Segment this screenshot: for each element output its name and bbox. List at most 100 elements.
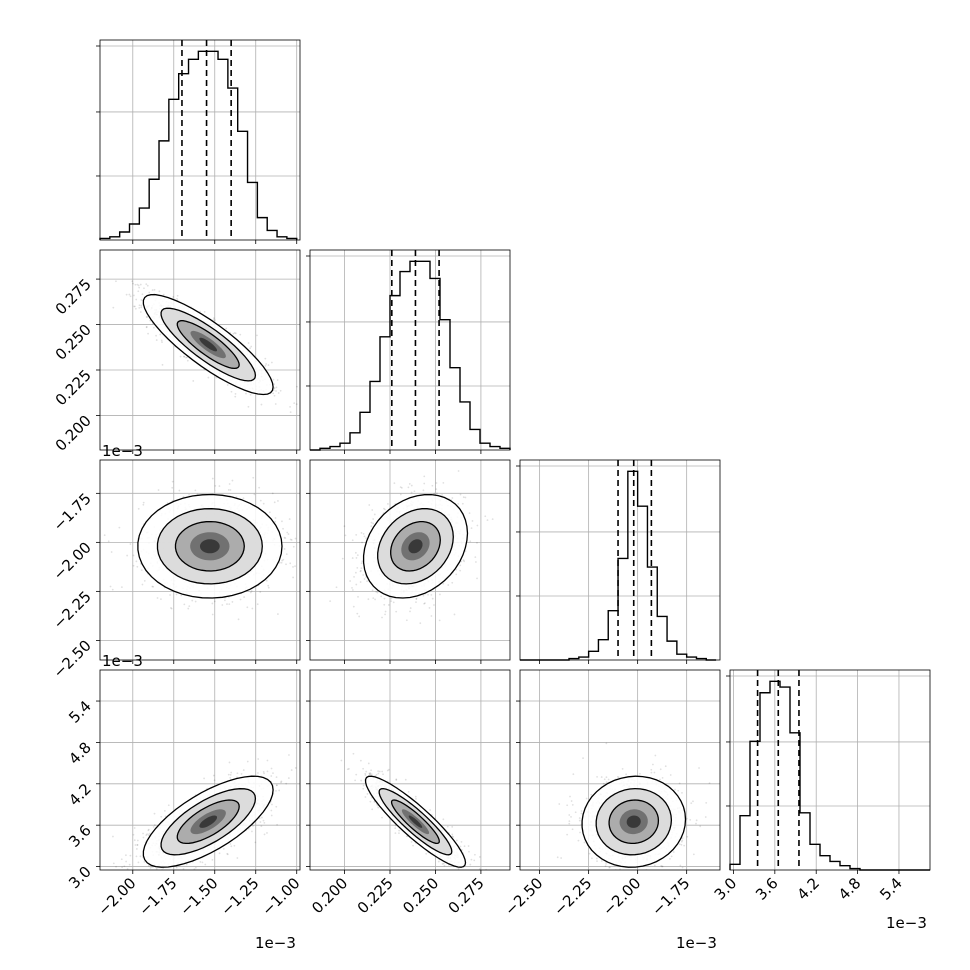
sample-point (160, 598, 162, 601)
sample-point (475, 561, 477, 563)
sample-point (183, 603, 186, 606)
sample-point (408, 483, 411, 485)
sample-point (357, 595, 359, 598)
sample-point (141, 293, 144, 296)
sample-point (362, 532, 365, 535)
sample-point (343, 525, 346, 528)
sample-point (360, 567, 363, 570)
sample-point (203, 777, 205, 780)
sample-point (187, 607, 190, 610)
sample-point (229, 773, 232, 776)
sample-point (227, 489, 230, 491)
sample-point (161, 341, 163, 343)
sample-point (218, 852, 221, 855)
sample-point (359, 581, 362, 583)
sample-point (252, 476, 255, 479)
sample-point (474, 556, 477, 559)
sample-point (303, 547, 305, 549)
sample-point (464, 550, 467, 553)
panel-content (112, 754, 297, 870)
sample-point (410, 484, 413, 487)
sample-point (366, 580, 368, 583)
sample-point (371, 589, 374, 592)
sample-point (383, 507, 385, 510)
sample-point (355, 557, 358, 559)
sample-point (214, 319, 216, 322)
sample-point (274, 520, 277, 523)
sample-point (137, 284, 140, 287)
sample-point (140, 306, 143, 309)
sample-point (423, 475, 426, 478)
sample-point (470, 527, 473, 530)
sample-point (384, 610, 387, 613)
sample-point (296, 385, 298, 388)
sample-point (136, 565, 139, 568)
sample-point (372, 597, 375, 599)
sample-point (240, 773, 243, 775)
sample-point (453, 613, 456, 616)
sample-point (438, 619, 441, 622)
sample-point (246, 606, 249, 609)
sample-point (228, 761, 231, 764)
sample-point (354, 571, 357, 574)
sample-point (140, 569, 143, 572)
sample-point (395, 610, 398, 613)
sample-point (169, 594, 171, 596)
sample-point (459, 564, 462, 567)
sample-point (110, 551, 113, 553)
corner-panels (88, 39, 931, 874)
sample-point (439, 593, 441, 596)
sample-point (259, 591, 262, 593)
sample-point (422, 594, 425, 597)
sample-point (407, 486, 410, 489)
sample-point (180, 594, 183, 597)
panel-frame (99, 459, 301, 661)
sample-point (271, 492, 274, 495)
sample-point (280, 781, 282, 784)
sample-point (120, 586, 123, 589)
sample-point (138, 286, 141, 289)
sample-point (129, 854, 132, 857)
sample-point (293, 402, 296, 405)
sample-point (145, 316, 148, 318)
sample-point (145, 326, 148, 329)
sample-point (424, 602, 426, 605)
sample-point (390, 597, 393, 600)
sample-point (431, 484, 434, 487)
sample-point (375, 590, 378, 593)
sample-point (365, 537, 367, 540)
sample-point (152, 585, 155, 588)
sample-point (274, 517, 277, 519)
sample-point (415, 601, 417, 603)
sample-point (132, 554, 135, 557)
sample-point (361, 560, 364, 563)
sample-point (442, 481, 445, 484)
pair-panel-0-2 (96, 459, 305, 664)
sample-point (279, 389, 282, 392)
sample-point (355, 533, 358, 536)
panel-frame (99, 39, 301, 241)
sample-point (155, 339, 158, 341)
sample-point (462, 559, 465, 562)
sample-point (231, 479, 234, 482)
sample-point (88, 260, 90, 262)
sample-point (191, 599, 194, 602)
sample-point (143, 580, 146, 582)
sample-point (360, 562, 363, 565)
sample-point (260, 403, 263, 406)
marginal-panel-0 (96, 39, 301, 244)
sample-point (275, 386, 278, 389)
marginal-panel-1 (306, 249, 511, 454)
sample-point (409, 610, 411, 613)
sample-point (286, 531, 289, 534)
sample-point (442, 582, 445, 585)
sample-point (272, 772, 274, 775)
sample-point (140, 299, 143, 301)
sample-point (264, 357, 267, 360)
sample-point (143, 287, 145, 290)
sample-point (199, 310, 201, 313)
sample-point (155, 334, 157, 337)
sample-point (486, 519, 489, 522)
histogram-step (310, 260, 511, 451)
sample-point (179, 355, 182, 358)
